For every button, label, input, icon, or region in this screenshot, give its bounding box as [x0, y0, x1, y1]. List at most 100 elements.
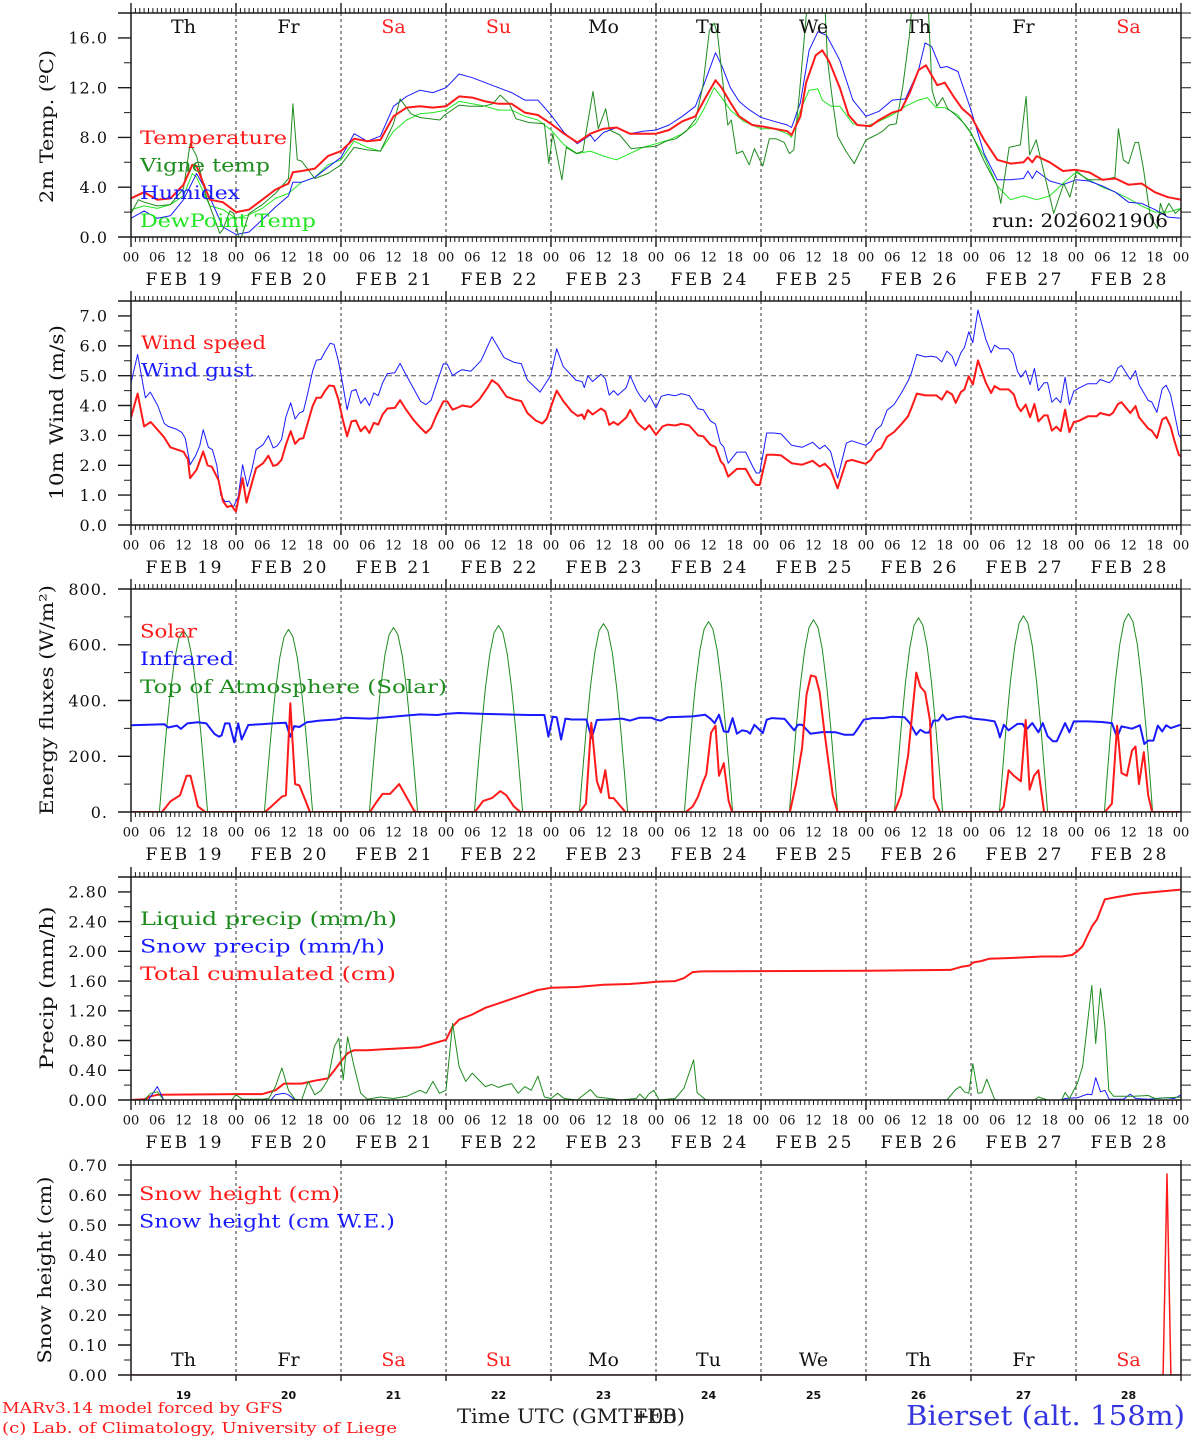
x-hour-label: 00: [963, 826, 980, 841]
x-hour-label: 12: [490, 251, 507, 266]
series-line-temperature: [131, 49, 1181, 214]
x-hour-label: 06: [359, 826, 376, 841]
x-hour-label: 00: [543, 1114, 560, 1129]
x-hour-label: 00: [228, 826, 245, 841]
y-minor-ticks: [124, 906, 131, 1086]
x-hour-label: 06: [254, 1114, 271, 1129]
y-tick-label: 0.20: [68, 1306, 108, 1325]
x-hour-label: 00: [333, 251, 350, 266]
x-date-label: FEB 21: [356, 270, 432, 290]
x-hour-label: 06: [779, 826, 796, 841]
y-tick-label: 2.80: [68, 883, 108, 902]
y-tick-label: 4.0: [80, 396, 108, 415]
x-hour-label: 12: [280, 539, 297, 554]
x-hour-label: 18: [832, 826, 849, 841]
x-hour-label: 00: [1068, 539, 1085, 554]
x-hour-label: 18: [622, 539, 639, 554]
legend-entry-snow-height-cm-w-e: Snow height (cm W.E.): [139, 1211, 395, 1233]
y-tick-label: 1.20: [68, 1002, 108, 1021]
y-tick-label: 0.10: [68, 1336, 108, 1355]
x-hour-label: 00: [648, 1114, 665, 1129]
day-number-label: 25: [806, 1389, 821, 1402]
x-hour-label: 00: [333, 539, 350, 554]
series-line-humidex: [131, 31, 1181, 235]
weekday-label-bottom: Tu: [696, 1349, 721, 1371]
x-hour-label: 12: [280, 826, 297, 841]
x-hour-label: 12: [700, 539, 717, 554]
x-hour-label: 12: [280, 1114, 297, 1129]
x-date-label: FEB 27: [986, 558, 1062, 578]
y-major-ticks: [118, 1164, 131, 1376]
x-hour-label: 12: [175, 826, 192, 841]
y-axis-title: Precip (mm/h): [36, 907, 58, 1070]
x-hour-label: 12: [700, 826, 717, 841]
x-hour-label: 06: [884, 539, 901, 554]
y-tick-label: 0.80: [68, 1031, 108, 1050]
weekday-label-top: Fr: [277, 16, 300, 38]
x-hour-label: 00: [1173, 1114, 1190, 1129]
x-hour-label: 12: [385, 826, 402, 841]
series-line-snow-precip-mm-h: [131, 1077, 1181, 1100]
x-date-label: FEB 20: [251, 558, 327, 578]
series-line-solar: [131, 671, 1181, 812]
legend-entry-humidex: Humidex: [140, 182, 240, 204]
x-hour-label: 12: [385, 251, 402, 266]
x-hour-label: 00: [438, 539, 455, 554]
weekday-label-top: Sa: [1116, 16, 1140, 38]
x-hour-label: 00: [963, 251, 980, 266]
x-hour-label: 06: [674, 539, 691, 554]
right-axis-ticks: [1181, 876, 1191, 1101]
y-axis-title: Energy fluxes (W/m²): [36, 585, 58, 815]
series-line-snow-height-cm: [131, 1173, 1181, 1375]
x-hour-label: 06: [149, 826, 166, 841]
x-hour-label: 18: [1147, 1114, 1164, 1129]
series-line-total-cumulated-cm: [131, 888, 1181, 1100]
x-hour-label: 18: [202, 826, 219, 841]
legend-entry-total-cumulated-cm: Total cumulated (cm): [140, 963, 396, 985]
x-hour-label: 18: [832, 539, 849, 554]
x-hour-label: 12: [805, 1114, 822, 1129]
plot-frame: [130, 300, 1182, 526]
x-hour-label: 18: [517, 1114, 534, 1129]
x-date-label: FEB 24: [671, 270, 747, 290]
x-hour-label: 06: [464, 539, 481, 554]
y-tick-label: 3.0: [80, 426, 108, 445]
x-hour-label: 12: [490, 1114, 507, 1129]
x-hour-label: 18: [1042, 1114, 1059, 1129]
x-hour-label: 18: [937, 1114, 954, 1129]
x-hour-label: 12: [1120, 826, 1137, 841]
y-tick-label: 12.0: [68, 79, 108, 98]
x-date-label: FEB 19: [146, 845, 222, 865]
y-tick-label: 5.0: [80, 367, 108, 386]
weekday-label-bottom: Th: [171, 1349, 196, 1371]
x-hour-label: 06: [254, 251, 271, 266]
x-date-label: FEB 22: [461, 270, 537, 290]
weekday-label-bottom: We: [799, 1349, 828, 1371]
x-hour-label: 12: [700, 1114, 717, 1129]
legend-entry-wind-speed: Wind speed: [141, 332, 266, 354]
x-hour-label: 18: [202, 539, 219, 554]
x-hour-label: 00: [123, 539, 140, 554]
x-hour-label: 06: [779, 251, 796, 266]
x-date-label: FEB 24: [671, 558, 747, 578]
y-tick-label: 0.70: [68, 1156, 108, 1175]
month-label: FEB: [633, 1404, 677, 1428]
x-hour-label: 00: [333, 826, 350, 841]
y-tick-label: 400.: [68, 691, 108, 710]
x-hour-label: 18: [307, 539, 324, 554]
x-hour-label: 12: [595, 826, 612, 841]
x-hour-label: 12: [490, 539, 507, 554]
x-date-label: FEB 26: [881, 270, 957, 290]
weekday-label-bottom: Mo: [588, 1349, 619, 1371]
x-hour-label: 06: [989, 251, 1006, 266]
legend-entry-infrared: Infrared: [140, 648, 234, 670]
x-hour-label: 18: [727, 251, 744, 266]
x-hour-label: 18: [727, 826, 744, 841]
x-date-label: FEB 24: [671, 1133, 747, 1153]
legend-entry-solar: Solar: [140, 621, 198, 643]
x-hour-label: 12: [595, 539, 612, 554]
x-hour-label: 12: [1015, 539, 1032, 554]
weekday-label-top: Tu: [696, 16, 721, 38]
y-tick-label: 1.60: [68, 972, 108, 991]
x-hour-label: 18: [622, 1114, 639, 1129]
